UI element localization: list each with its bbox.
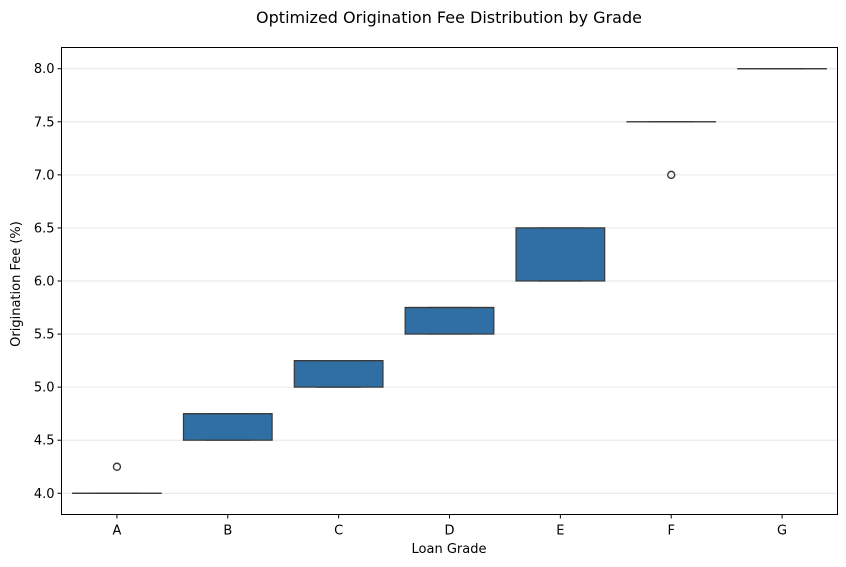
box-A	[71, 462, 162, 494]
x-tick-label: F	[667, 524, 674, 539]
x-tick-label: D	[444, 524, 454, 539]
x-axis-label: Loan Grade	[412, 542, 487, 557]
y-tick-label: 5.5	[34, 328, 55, 343]
box-body	[515, 227, 606, 282]
box-D	[404, 306, 495, 335]
grid-lines	[61, 68, 838, 494]
y-axis-label: Origination Fee (%)	[9, 221, 24, 347]
x-tick-label: E	[556, 524, 564, 539]
chart-title: Optimized Origination Fee Distribution b…	[256, 8, 642, 27]
y-tick-label: 6.5	[34, 221, 55, 236]
box-body	[293, 360, 384, 388]
x-tick-label: G	[777, 524, 787, 539]
box-body	[182, 413, 273, 441]
y-tick-label: 4.0	[34, 487, 55, 502]
boxes	[71, 68, 828, 494]
outlier-point	[667, 170, 676, 180]
y-tick-label: 7.0	[34, 168, 55, 183]
outlier-point	[112, 462, 122, 471]
x-tick-label: A	[112, 524, 121, 539]
box-E	[515, 227, 606, 282]
y-tick-label: 8.0	[34, 62, 55, 77]
box-body	[404, 306, 495, 335]
x-tick-label: B	[223, 524, 232, 539]
box-F	[626, 121, 717, 180]
y-axis-ticks: 4.0 4.5 5.0 5.5 6.0 6.5 7.0 7.5 8.0	[34, 62, 62, 502]
box-B	[182, 413, 273, 441]
y-tick-label: 7.5	[34, 115, 55, 130]
y-tick-label: 5.0	[34, 381, 55, 396]
y-tick-label: 4.5	[34, 434, 55, 449]
box-C	[293, 360, 384, 388]
x-axis-ticks: A B C D E F G	[112, 514, 787, 539]
x-tick-label: C	[334, 524, 343, 539]
y-tick-label: 6.0	[34, 275, 55, 290]
